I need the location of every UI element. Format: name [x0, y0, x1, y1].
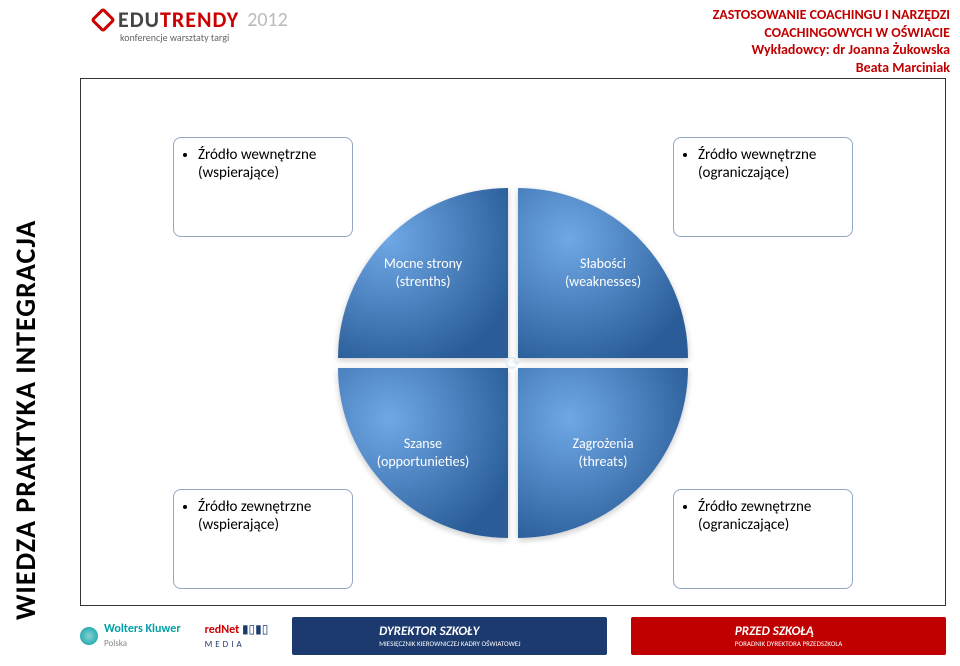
rn-bars-icon: ▮▯▮▯ — [242, 623, 268, 637]
logo-mark-icon — [90, 7, 115, 32]
quad-tl-line1: Mocne strony — [384, 255, 462, 273]
logo-subtitle: konferencje warsztaty targi — [120, 31, 288, 44]
ds-sub: MIESIĘCZNIK KIEROWNICZEJ KADRY OŚWIATOWE… — [379, 639, 520, 648]
quad-tr-line2: (weaknesses) — [565, 273, 641, 291]
footer-logo-rednet: redNet ▮▯▮▯ MEDIA — [205, 622, 269, 651]
logo-word-b: TRENDY — [160, 6, 239, 33]
corner-top-left: Źródło wewnętrzne (wspierające) — [173, 137, 353, 237]
header-line2: COACHINGOWYCH W OŚWIACIE — [713, 24, 950, 42]
corner-bottom-left: Źródło zewnętrzne (wspierające) — [173, 489, 353, 589]
quad-tr-line1: Słabości — [565, 255, 641, 273]
header: EDUTRENDY 2012 konferencje warsztaty tar… — [94, 6, 950, 76]
corner-tl-text: Źródło wewnętrzne (wspierające) — [198, 146, 342, 182]
quad-br-line2: (threats) — [572, 453, 633, 471]
header-line4: Beata Marciniak — [713, 59, 950, 77]
quad-opportunities: Szanse (opportunieties) — [338, 368, 508, 538]
wk-name: Wolters Kluwer — [104, 622, 181, 636]
ds-title: DYREKTOR SZKOŁY — [379, 624, 479, 639]
footer-logo-wk: Wolters Kluwer Polska — [80, 622, 181, 650]
footer-banner-dyrektor: DYREKTOR SZKOŁY MIESIĘCZNIK KIEROWNICZEJ… — [292, 617, 607, 655]
footer-banner-przedszkola: PRZED SZKOŁĄ PORADNIK DYREKTORA PRZEDSZK… — [631, 617, 946, 655]
quad-tl-line2: (strenths) — [384, 273, 462, 291]
ps-sub: PORADNIK DYREKTORA PRZEDSZKOLA — [735, 639, 842, 648]
corner-bottom-right: Źródło zewnętrzne (ograniczające) — [673, 489, 853, 589]
footer: Wolters Kluwer Polska redNet ▮▯▮▯ MEDIA … — [80, 612, 946, 660]
content-frame: Źródło wewnętrzne (wspierające) Źródło w… — [80, 78, 946, 606]
quad-threats: Zagrożenia (threats) — [518, 368, 688, 538]
quad-bl-line1: Szanse — [377, 435, 470, 453]
swot-diagram: Źródło wewnętrzne (wspierające) Źródło w… — [163, 133, 863, 593]
wk-icon — [80, 627, 98, 645]
corner-bl-text: Źródło zewnętrzne (wspierające) — [198, 498, 342, 534]
logo-text: EDUTRENDY — [118, 6, 239, 33]
quad-br-line1: Zagrożenia — [572, 435, 633, 453]
header-line3: Wykładowcy: dr Joanna Żukowska — [713, 41, 950, 59]
swot-circle: Mocne strony (strenths) Słabości (weakne… — [338, 188, 688, 538]
header-right-text: ZASTOSOWANIE COACHINGU I NARZĘDZI COACHI… — [713, 6, 950, 76]
quad-bl-line2: (opportunieties) — [377, 453, 470, 471]
quad-weaknesses: Słabości (weaknesses) — [518, 188, 688, 358]
corner-tr-text: Źródło wewnętrzne (ograniczające) — [698, 146, 842, 182]
logo-word-a: EDU — [118, 6, 160, 33]
logo: EDUTRENDY 2012 konferencje warsztaty tar… — [94, 6, 288, 44]
header-line1: ZASTOSOWANIE COACHINGU I NARZĘDZI — [713, 6, 950, 24]
sidebar-title: WIEDZA PRAKTYKA INTEGRACJA — [8, 220, 43, 620]
logo-year: 2012 — [247, 8, 288, 32]
ps-title: PRZED SZKOŁĄ — [735, 624, 814, 639]
wk-sub: Polska — [104, 638, 127, 649]
rn-name: redNet — [205, 623, 240, 637]
rn-sub: MEDIA — [205, 639, 245, 650]
cycle-icon: ⟳ — [493, 343, 533, 383]
corner-br-text: Źródło zewnętrzne (ograniczające) — [698, 498, 842, 534]
corner-top-right: Źródło wewnętrzne (ograniczające) — [673, 137, 853, 237]
quad-strengths: Mocne strony (strenths) — [338, 188, 508, 358]
